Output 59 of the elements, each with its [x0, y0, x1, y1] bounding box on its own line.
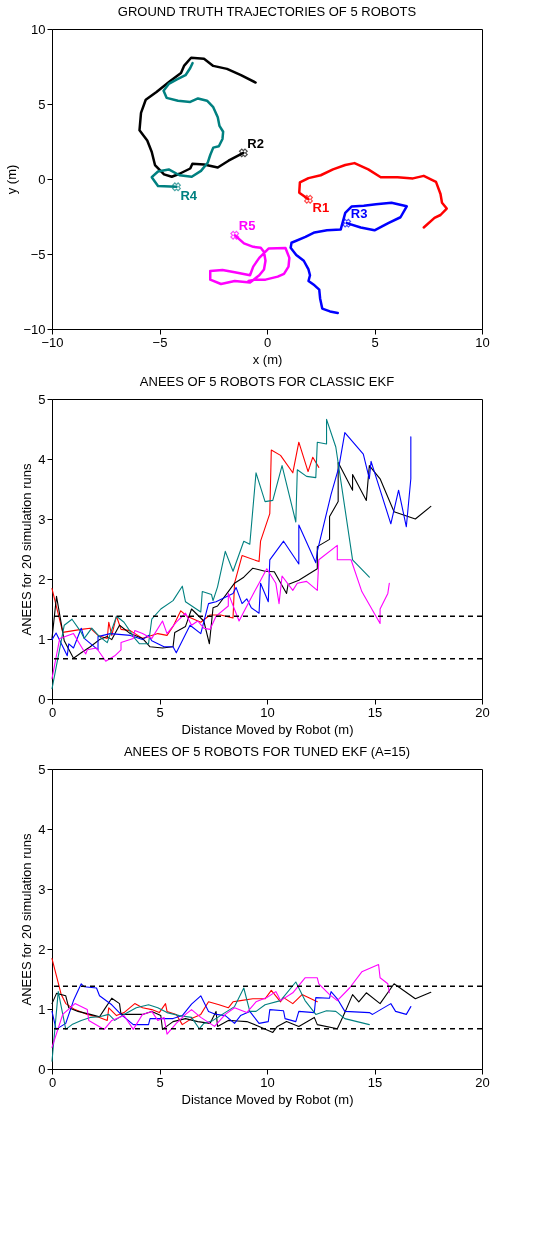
series-label: R2 [247, 135, 264, 151]
point [238, 148, 248, 158]
x-tick-label: 15 [367, 704, 383, 720]
x-tick-label: 0 [263, 334, 272, 350]
y-axis-title: ANEES for 20 simulation runs [19, 463, 35, 636]
y-tick-label: 5 [38, 761, 46, 777]
y-axis-title: ANEES for 20 simulation runs [19, 833, 35, 1006]
x-tick-label: −5 [152, 334, 168, 350]
x-tick-label: 0 [48, 704, 57, 720]
x-tick-label: 0 [48, 1074, 57, 1090]
x-axis-title: x (m) [252, 351, 283, 367]
line-series [51, 432, 412, 657]
point [230, 230, 240, 240]
y-tick-label: 0 [38, 691, 46, 707]
x-tick-label: 10 [260, 1074, 275, 1090]
series-label: R1 [312, 200, 330, 216]
line-series [298, 161, 448, 229]
y-tick-label: 4 [38, 821, 46, 837]
y-tick-label: 0 [38, 1061, 46, 1077]
point [172, 182, 181, 192]
x-tick-label: 5 [156, 1074, 164, 1090]
y-tick-label: 1 [38, 1001, 46, 1017]
line-series [51, 544, 390, 680]
x-tick-label: 5 [156, 704, 164, 720]
y-tick-label: −5 [30, 246, 46, 262]
y-tick-label: 3 [38, 511, 46, 527]
y-tick-label: 2 [38, 941, 46, 957]
x-tick-label: 20 [475, 1074, 490, 1090]
y-tick-label: 10 [31, 21, 46, 37]
point [304, 194, 313, 204]
y-axis-title: y (m) [4, 164, 20, 195]
series-label: R3 [350, 206, 368, 222]
chart-title: ANEES OF 5 ROBOTS FOR CLASSIC EKF [139, 374, 395, 389]
y-tick-label: 4 [38, 451, 46, 467]
x-tick-label: 5 [371, 334, 379, 350]
x-tick-label: 15 [367, 1074, 383, 1090]
x-tick-label: 20 [475, 704, 490, 720]
line-series [289, 201, 408, 315]
x-axis-title: Distance Moved by Robot (m) [181, 721, 354, 737]
point [342, 218, 352, 228]
y-tick-label: 5 [38, 96, 46, 112]
y-tick-label: 2 [38, 571, 46, 587]
line-series [51, 441, 320, 639]
series-label: R4 [180, 187, 198, 203]
chart-title: GROUND TRUTH TRAJECTORIES OF 5 ROBOTS [117, 4, 417, 19]
y-tick-label: 3 [38, 881, 46, 897]
line-series [51, 418, 370, 690]
y-tick-label: 5 [38, 391, 46, 407]
line-series [51, 958, 318, 1026]
x-axis-title: Distance Moved by Robot (m) [181, 1091, 354, 1107]
x-tick-label: 10 [475, 334, 490, 350]
y-tick-label: 0 [38, 171, 46, 187]
line-series [51, 981, 370, 1062]
chart-title: ANEES OF 5 ROBOTS FOR TUNED EKF (A=15) [123, 744, 411, 759]
line-series [51, 964, 390, 1048]
x-tick-label: 10 [260, 704, 275, 720]
y-tick-label: 1 [38, 631, 46, 647]
series-label: R5 [238, 218, 256, 234]
y-tick-label: −10 [23, 321, 46, 337]
